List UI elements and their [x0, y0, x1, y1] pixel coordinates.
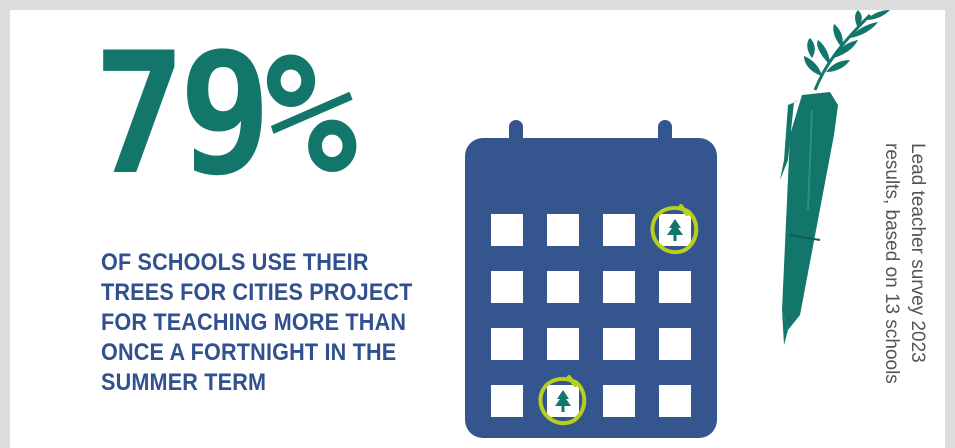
calendar-day	[603, 328, 635, 360]
description-line: ONCE A FORTNIGHT IN THE	[101, 338, 398, 368]
description-line: TREES FOR CITIES PROJECT	[101, 278, 398, 308]
calendar-day	[547, 214, 579, 246]
statistic-value: 79%	[93, 30, 350, 198]
calendar-day	[659, 328, 691, 360]
calendar-day	[659, 271, 691, 303]
source-line: Lead teacher survey 2023	[904, 143, 930, 384]
description-line: FOR TEACHING MORE THAN	[101, 308, 398, 338]
description-line: SUMMER TERM	[101, 368, 398, 398]
calendar-day	[491, 385, 523, 417]
leaf-sprig-icon	[804, 10, 890, 90]
calendar-day	[491, 214, 523, 246]
calendar-day	[491, 328, 523, 360]
calendar-day	[603, 385, 635, 417]
calendar-day	[603, 214, 635, 246]
calendar-day	[659, 385, 691, 417]
calendar-day	[603, 271, 635, 303]
description-line: OF SCHOOLS USE THEIR	[101, 248, 398, 278]
calendar-day	[547, 328, 579, 360]
infographic-card: 79% OF SCHOOLS USE THEIR TREES FOR CITIE…	[10, 10, 945, 448]
pen-body	[780, 92, 838, 345]
calendar-day	[547, 271, 579, 303]
calendar-day	[491, 271, 523, 303]
calendar-icon	[465, 120, 725, 440]
source-line: results, based on 13 schools	[878, 143, 904, 384]
statistic-description: OF SCHOOLS USE THEIR TREES FOR CITIES PR…	[101, 248, 431, 398]
